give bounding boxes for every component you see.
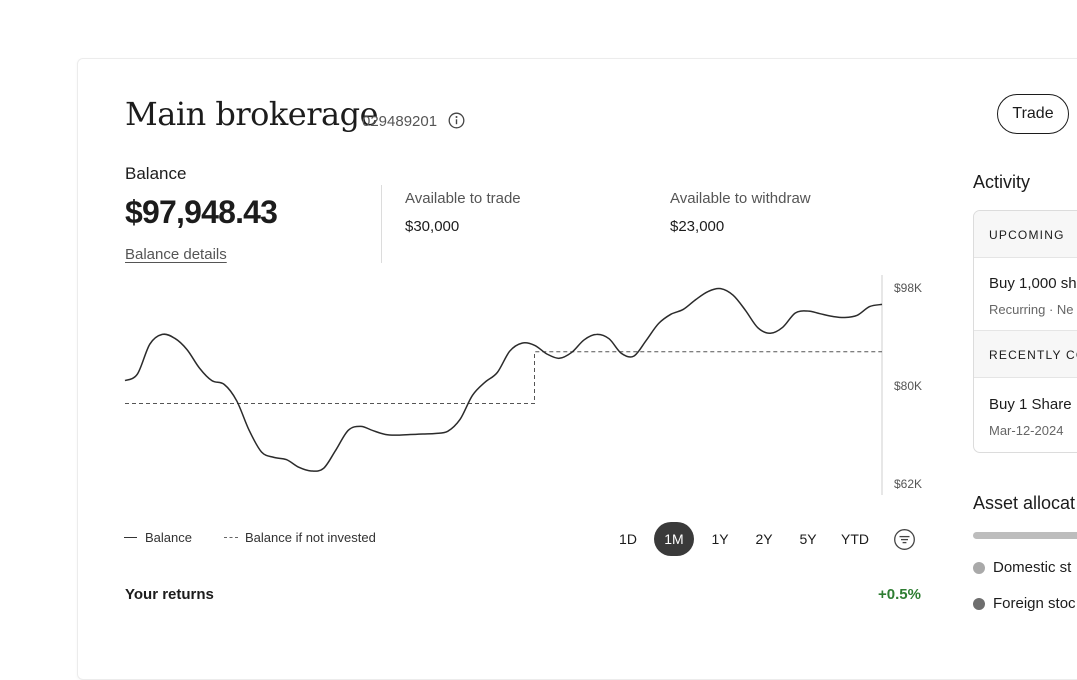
page-title: Main brokerage [125, 95, 379, 133]
trade-button[interactable]: Trade [997, 94, 1069, 134]
upcoming-header: UPCOMING [974, 211, 1077, 258]
divider [381, 185, 382, 263]
balance-value: $97,948.43 [125, 194, 278, 230]
range-1d-button[interactable]: 1D [614, 522, 642, 556]
range-1y-button[interactable]: 1Y [706, 522, 734, 556]
allocation-item-label: Foreign stoc [993, 595, 1076, 612]
recent-item-subtitle: Mar-12-2024 [989, 423, 1064, 438]
balance-label: Balance [125, 164, 187, 183]
activity-card: UPCOMING Buy 1,000 sh Recurring · Ne REC… [973, 210, 1077, 453]
info-icon[interactable] [448, 112, 465, 129]
activity-title: Activity [973, 172, 1031, 192]
balance-chart[interactable]: $98K $80K $62K [122, 270, 932, 500]
domestic-dot-icon [973, 561, 985, 574]
range-5y-button[interactable]: 5Y [794, 522, 822, 556]
balance-line [124, 287, 883, 472]
legend-not-invested-label: Balance if not invested [245, 530, 376, 545]
allocation-item-label: Domestic st [993, 559, 1072, 576]
legend-dash-swatch [224, 537, 238, 538]
filter-icon[interactable] [893, 528, 916, 551]
y-tick-label: $80K [894, 379, 922, 393]
available-to-withdraw-label: Available to withdraw [670, 190, 811, 207]
allocation-item: Domestic st [973, 559, 1071, 576]
legend-balance: Balance [124, 530, 192, 545]
allocation-bar [973, 532, 1077, 539]
account-number: 029489201 [362, 113, 438, 130]
balance-details-link[interactable]: Balance details [125, 246, 227, 263]
range-2y-button[interactable]: 2Y [750, 522, 778, 556]
available-to-trade-value: $30,000 [405, 218, 460, 235]
upcoming-item-subtitle: Recurring · Ne [989, 302, 1074, 317]
recent-header-label: RECENTLY CO [989, 348, 1077, 362]
y-tick-label: $62K [894, 477, 922, 491]
legend-balance-label: Balance [145, 530, 192, 545]
recent-item-title[interactable]: Buy 1 Share [989, 396, 1072, 413]
upcoming-header-label: UPCOMING [989, 228, 1065, 242]
divider [974, 330, 1077, 331]
recent-header: RECENTLY CO [974, 331, 1077, 378]
legend-line-swatch [124, 537, 137, 538]
y-tick-label: $98K [894, 281, 922, 295]
upcoming-item-title[interactable]: Buy 1,000 sh [989, 275, 1077, 292]
returns-label: Your returns [125, 586, 214, 603]
available-to-trade-label: Available to trade [405, 190, 521, 207]
returns-value: +0.5% [878, 586, 921, 603]
range-ytd-button[interactable]: YTD [837, 522, 873, 556]
asset-allocation-title: Asset allocat [973, 493, 1076, 513]
not-invested-line [125, 351, 882, 404]
allocation-item: Foreign stoc [973, 595, 1076, 612]
foreign-dot-icon [973, 597, 985, 610]
range-1m-button[interactable]: 1M [654, 522, 694, 556]
legend-not-invested: Balance if not invested [224, 530, 376, 545]
account-card [77, 58, 1077, 680]
available-to-withdraw-value: $23,000 [670, 218, 725, 235]
